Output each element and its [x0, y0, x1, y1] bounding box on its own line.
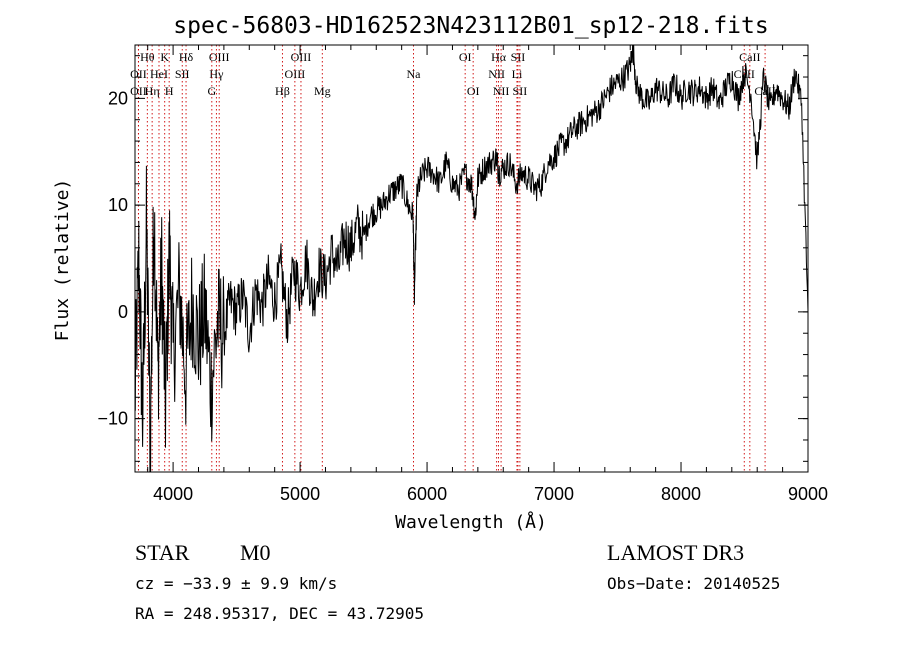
spectral-line-label: OII: [130, 84, 147, 98]
chart-title: spec-56803-HD162523N423112B01_sp12-218.f…: [173, 13, 768, 39]
spectral-line-label: CaII: [734, 67, 755, 81]
spectral-line-label: HeI: [150, 67, 168, 81]
spectral-line-label: NII: [488, 67, 505, 81]
x-axis-label: Wavelength (Å): [395, 511, 547, 533]
spectral-line-label: G: [207, 84, 216, 98]
survey-name: LAMOST DR3: [607, 540, 745, 565]
y-tick-label: 0: [118, 302, 128, 322]
spectral-line-label: Hθ: [140, 50, 155, 64]
flux-series-line: [134, 44, 809, 473]
spectral-line-label: Li: [512, 67, 523, 81]
x-tick-label: 5000: [280, 484, 320, 504]
spectral-line-label: OIII: [209, 50, 230, 64]
spectral-line-label: Mg: [314, 84, 331, 98]
x-tick-label: 7000: [534, 484, 574, 504]
spectral-line-label: Hβ: [275, 84, 290, 98]
spectral-line-label: Hδ: [179, 50, 194, 64]
spectral-line-label: K: [160, 50, 169, 64]
x-tick-label: 4000: [153, 484, 193, 504]
spectral-line-label: Hγ: [209, 67, 224, 81]
x-tick-label: 9000: [788, 484, 828, 504]
spectral-line-label: Na: [406, 67, 421, 81]
obs-date: Obs−Date: 20140525: [607, 574, 781, 593]
spectral-line-label: SII: [513, 84, 528, 98]
object-subclass: M0: [240, 540, 271, 565]
plot-frame: [134, 44, 809, 473]
spectral-line-label: H: [165, 84, 174, 98]
spectral-line-label: OI: [459, 50, 472, 64]
y-tick-label: 10: [108, 195, 128, 215]
y-tick-label: −10: [97, 409, 128, 429]
x-tick-label: 8000: [661, 484, 701, 504]
coordinates: RA = 248.95317, DEC = 43.72905: [135, 604, 424, 623]
spectral-line-label: NII: [493, 84, 510, 98]
spectral-line-label: SII: [175, 67, 190, 81]
spectral-line-label: SII: [511, 50, 526, 64]
object-class: STAR: [135, 540, 190, 565]
y-axis-label: Flux (relative): [52, 179, 73, 342]
series-layer: [134, 44, 809, 473]
spectral-line-label: OIII: [285, 67, 306, 81]
spectral-line-label: CaII: [739, 50, 760, 64]
spectral-line-label: Hη: [145, 84, 160, 98]
y-tick-label: 20: [108, 88, 128, 108]
x-tick-label: 6000: [407, 484, 447, 504]
redshift-value: cz = −33.9 ± 9.9 km/s: [135, 574, 338, 593]
spectral-line-label: OIII: [291, 50, 312, 64]
spectral-line-label: OI: [467, 84, 480, 98]
axes: 4000 5000 6000 7000 8000 9000 −10 0 10 20: [97, 44, 828, 504]
spectral-line-label: Hα: [491, 50, 507, 64]
